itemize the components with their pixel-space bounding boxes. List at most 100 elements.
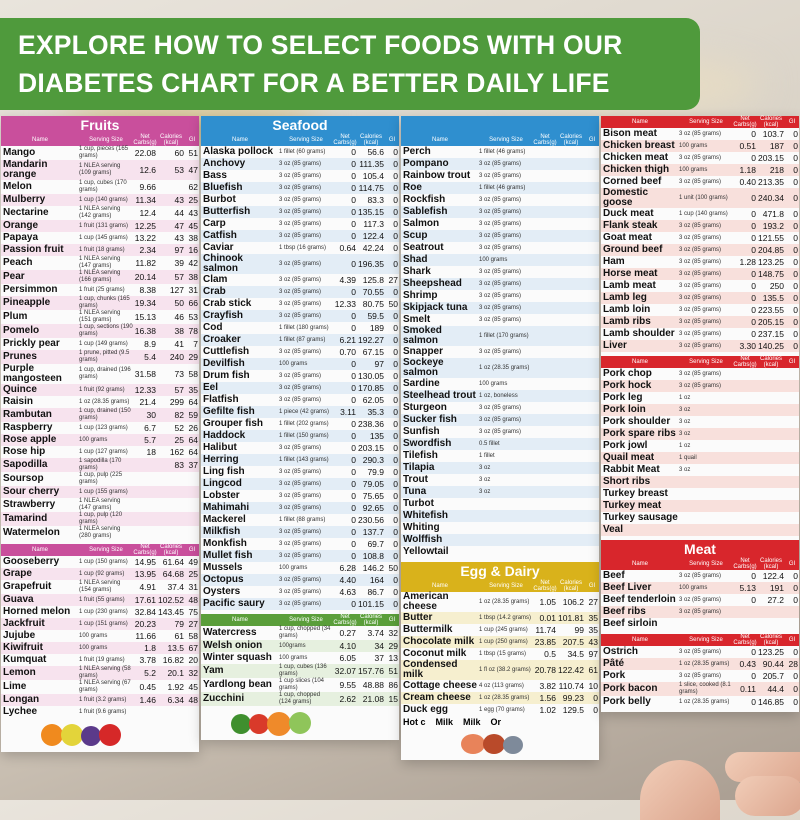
food-name: Coconut milk [403,648,467,659]
food-name: Mullet fish [203,550,253,561]
glycemic-index: 61 [588,665,598,675]
calories: 130.05 [358,371,384,381]
food-name: Rockfish [403,194,446,205]
food-name: Yam [203,665,224,676]
net-carbs: 2.34 [139,245,156,255]
table-row: Bass 3 oz (85 grams) 0 105.4 0 [201,170,399,182]
fruits-rows-left: Gooseberry 1 cup (150 grams) 14.95 61.64 49 G… [1,556,199,718]
food-name: Turbot [403,498,434,509]
glycemic-index: 50 [388,563,398,573]
table-row: Veal [601,524,799,536]
pointing-hand-palm [735,776,800,816]
table-row: Welsh onion 100grams 4.10 34 29 [201,640,399,652]
food-name: Lamb ribs [603,316,651,327]
food-name: Duck egg [403,704,449,715]
food-name: Mahimahi [203,502,250,513]
egg-dairy-header: Name Serving Size Net Carbs(g) Calories (kc… [401,580,599,592]
serving-size: 100 grams [479,256,508,263]
calories: 250 [769,281,784,291]
food-name: Caviar [203,242,234,253]
glycemic-index: 0 [393,207,398,217]
table-row: Sockeye salmon 1 oz (28.35 grams) [401,358,599,378]
table-row: Lobster 3 oz (85 grams) 0 75.65 0 [201,490,399,502]
table-row: Grapefruit 1 NLEA serving (154 grams) 4.91… [1,580,199,594]
glycemic-index: 7 [193,339,198,349]
food-name: Shrimp [403,290,438,301]
table-row: Longan 1 fruit (3.2 grams) 1.46 6.34 48 [1,694,199,706]
column-header: GI [788,637,796,643]
serving-size: 100grams [279,642,306,649]
net-carbs: 22.08 [134,148,156,158]
food-name: Melon [3,181,32,192]
food-name: Beef [603,570,625,581]
food-name: Grapefruit [3,581,52,592]
food-name: Pompano [403,158,449,169]
food-name: Chicken thigh [603,164,670,175]
food-name: Pork hock [603,380,652,391]
net-carbs: 8.9 [144,339,156,349]
column-header: Name [631,359,648,365]
fruits-rows-right: Mango 1 cup, pieces (165 grams) 22.08 60 51 M… [1,146,199,540]
table-row: Lemon 1 NLEA serving (58 grams) 5.2 20.1 32 [1,666,199,680]
column-header: Calories (kcal) [359,614,382,626]
net-carbs: 0 [351,503,356,513]
calories: 146.2 [362,563,384,573]
calories: 122.42 [558,665,584,675]
column-header: GI [188,547,196,553]
glycemic-index: 0 [393,243,398,253]
serving-size: 3 oz (85 grams) [679,270,722,277]
column-header: Net Carbs(g) [333,134,357,146]
column-header: Serving Size [89,137,123,143]
calories: 92.65 [362,503,384,513]
serving-size: 3 oz (85 grams) [679,342,722,349]
glycemic-index: 51 [188,148,198,158]
serving-size: 3 oz (85 grams) [479,244,522,251]
food-name: Cream cheese [403,692,471,703]
glycemic-index: 32 [388,628,398,638]
table-row: Bison meat 3 oz (85 grams) 0 103.7 0 [601,128,799,140]
table-row: Prickly pear 1 cup (149 grams) 8.9 41 7 [1,338,199,350]
glycemic-index: 0 [393,491,398,501]
net-carbs: 0 [351,259,356,269]
food-name: Gefilte fish [203,406,255,417]
serving-size: 1 fillet (88 grams) [279,516,326,523]
food-name: Trout [403,474,428,485]
glycemic-index: 0 [793,221,798,231]
serving-size: 3 oz (85 grams) [479,160,522,167]
table-row: Trout 3 oz [401,474,599,486]
table-row: Carp 3 oz (85 grams) 0 117.3 0 [201,218,399,230]
calories: 27.2 [767,595,784,605]
net-carbs: 1.05 [539,597,556,607]
column-header: Calories (kcal) [759,356,782,368]
table-row: Gooseberry 1 cup (150 grams) 14.95 61.64 49 [1,556,199,568]
serving-size: 3 oz [679,406,691,413]
table-row: Sablefish 3 oz (85 grams) [401,206,599,218]
glycemic-index: 0 [793,269,798,279]
glycemic-index: 0 [793,177,798,187]
net-carbs: 1.18 [739,165,756,175]
food-name: Pork spare ribs [603,428,676,439]
calories: 79 [174,619,184,629]
food-name: Plum [3,311,28,322]
net-carbs: 0 [751,329,756,339]
food-name: Sockeye salmon [403,357,444,378]
column-header: Calories (kcal) [159,544,182,556]
table-row: Flank steak 3 oz (85 grams) 0 193.2 0 [601,220,799,232]
table-row: Devilfish 100 grams 0 97 0 [201,358,399,370]
column-header: Name [231,137,248,143]
net-carbs: 8.38 [139,285,156,295]
serving-size: 1 cup, chopped (34 grams) [279,626,331,639]
table-row: Kumquat 1 fruit (19 grams) 3.78 16.82 20 [1,654,199,666]
table-row: Rockfish 3 oz (85 grams) [401,194,599,206]
food-name: Guava [3,594,34,605]
food-name: Chocolate milk [403,636,475,647]
seafood-header: Name Serving Size Net Carbs(g) Calories (kc… [401,134,599,146]
calories: 62.05 [362,395,384,405]
serving-size: 3 oz (85 grams) [679,572,722,579]
column-header: GI [788,119,796,125]
serving-size: 3 oz (85 grams) [279,208,322,215]
table-row: Corned beef 3 oz (85 grams) 0.40 213.35 0 [601,176,799,188]
serving-size: 100 grams [479,380,508,387]
serving-size: 100 grams [79,644,108,651]
serving-size: 3 oz (85 grams) [279,588,322,595]
